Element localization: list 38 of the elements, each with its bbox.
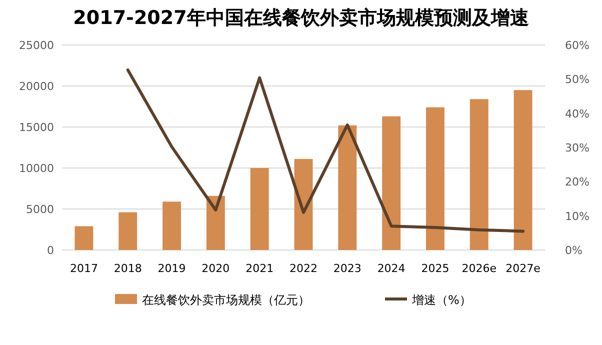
y-tick-label: 15000 (19, 121, 54, 134)
legend-label: 增速（%） (411, 293, 472, 307)
x-tick-label: 2025 (421, 262, 450, 275)
x-tick-label: 2027e (506, 262, 541, 275)
y-tick-label: 20000 (19, 80, 54, 93)
x-tick-label: 2023 (333, 262, 362, 275)
y-tick-label: 5000 (26, 203, 54, 216)
bar (338, 125, 357, 250)
y2-tick-label: 60% (565, 39, 590, 52)
x-tick-label: 2022 (290, 262, 318, 275)
y2-tick-label: 30% (565, 142, 590, 154)
bar (118, 212, 138, 250)
bar (74, 226, 94, 250)
x-tick-label: 2018 (114, 262, 142, 275)
bar (426, 107, 444, 250)
bar (206, 196, 225, 250)
chart-title: 2017-2027年中国在线餐饮外卖市场规模预测及增速 (73, 7, 529, 29)
x-tick-label: 2024 (377, 262, 406, 275)
bar (470, 99, 488, 250)
bar (250, 168, 269, 250)
bar (382, 116, 401, 250)
y-tick-label: 10000 (19, 162, 54, 175)
bar (514, 90, 532, 250)
x-tick-label: 2019 (158, 262, 186, 275)
x-tick-label: 2026e (462, 262, 497, 275)
line-series (126, 68, 525, 233)
bar (162, 202, 181, 250)
x-tick-label: 2017 (70, 262, 98, 275)
x-tick-label: 2020 (202, 262, 230, 275)
y2-tick-label: 20% (565, 176, 590, 189)
y2-tick-label: 0% (565, 244, 582, 257)
x-tick-label: 2021 (246, 262, 274, 275)
y-tick-label: 25000 (19, 39, 54, 52)
y2-tick-label: 50% (565, 73, 590, 86)
y2-tick-label: 10% (565, 210, 590, 223)
y-tick-label: 0 (47, 244, 54, 257)
y2-tick-label: 40% (565, 107, 590, 120)
legend-label: 在线餐饮外卖市场规模（亿元） (142, 293, 310, 307)
